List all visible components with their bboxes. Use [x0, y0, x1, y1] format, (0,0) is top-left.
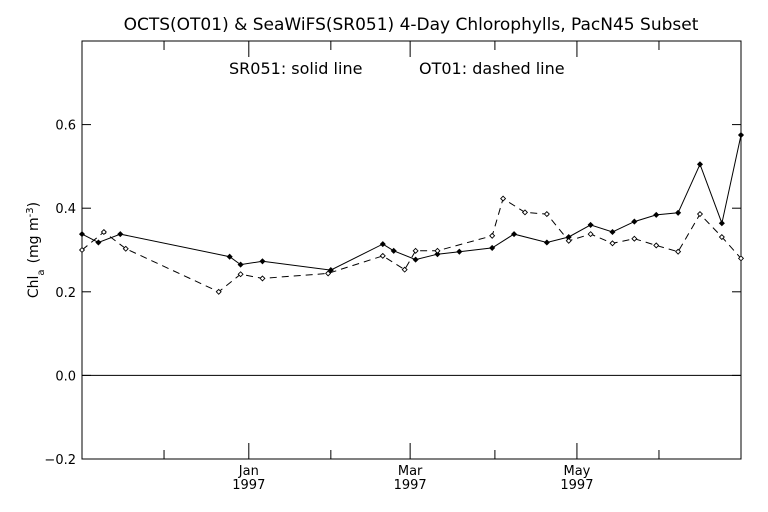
data-point-sr051: [117, 231, 124, 238]
data-point-ot01: [675, 248, 682, 255]
data-point-sr051: [718, 220, 725, 227]
data-point-sr051: [511, 231, 518, 238]
y-axis-label-exponent: -3: [25, 207, 36, 217]
data-point-sr051: [696, 161, 704, 168]
data-point-sr051: [489, 244, 496, 251]
y-tick-label: 0.4: [55, 202, 76, 217]
x-tick-label-month: Mar: [398, 464, 423, 479]
data-point-ot01: [78, 246, 86, 254]
data-point-sr051: [543, 239, 550, 246]
data-point-ot01: [259, 275, 266, 282]
data-point-ot01: [325, 270, 332, 277]
data-point-ot01: [237, 271, 244, 278]
legend-solid-label: SR051: solid line: [229, 59, 362, 78]
y-tick-label: 0.2: [55, 286, 76, 301]
legend-dashed-label: OT01: dashed line: [419, 59, 565, 78]
data-point-sr051: [434, 251, 441, 258]
data-point-ot01: [215, 288, 222, 295]
plot-frame: [81, 40, 742, 460]
x-tick-label-year: 1997: [560, 478, 593, 493]
data-point-sr051: [259, 258, 266, 265]
data-point-sr051: [737, 132, 745, 139]
data-point-ot01: [631, 235, 638, 242]
data-point-ot01: [543, 211, 550, 218]
x-tick-label-year: 1997: [394, 478, 427, 493]
y-tick-label: 0.0: [55, 369, 76, 384]
series-line-sr051: [81, 134, 742, 271]
series-sr051: [78, 132, 745, 274]
data-point-ot01: [122, 245, 129, 252]
data-point-sr051: [631, 218, 638, 225]
data-point-ot01: [412, 247, 419, 254]
data-point-ot01: [100, 228, 107, 236]
data-point-sr051: [675, 209, 682, 216]
data-point-sr051: [412, 256, 419, 263]
data-point-ot01: [401, 266, 408, 273]
data-point-sr051: [587, 221, 594, 228]
data-point-ot01: [500, 195, 507, 202]
y-axis-label: Chla (mg m-3): [25, 202, 47, 298]
series-line-ot01: [81, 197, 742, 293]
data-point-ot01: [609, 240, 616, 247]
series-group: [78, 132, 745, 295]
y-axis-label-units: (mg m: [26, 217, 42, 263]
x-tick-label-year: 1997: [232, 478, 265, 493]
data-point-ot01: [696, 211, 704, 218]
data-point-ot01: [434, 247, 441, 254]
data-point-sr051: [609, 228, 616, 236]
data-point-sr051: [379, 241, 386, 248]
data-point-ot01: [379, 252, 386, 259]
data-point-sr051: [95, 239, 102, 246]
y-axis-label-main: Chl: [26, 276, 42, 299]
series-ot01: [78, 195, 745, 295]
chart-title: OCTS(OT01) & SeaWiFS(SR051) 4-Day Chloro…: [124, 15, 699, 35]
y-tick-label: 0.6: [55, 119, 76, 134]
data-point-ot01: [489, 232, 496, 239]
data-point-ot01: [653, 242, 660, 249]
data-point-ot01: [521, 209, 529, 216]
data-point-sr051: [237, 261, 244, 268]
data-point-ot01: [737, 255, 745, 262]
data-point-ot01: [587, 231, 594, 238]
data-point-ot01: [718, 234, 725, 241]
data-point-sr051: [653, 211, 660, 218]
y-axis-label-subscript: a: [36, 269, 47, 275]
data-point-sr051: [226, 253, 233, 260]
y-axis-label-close: ): [26, 202, 42, 207]
data-point-ot01: [565, 237, 572, 244]
data-point-sr051: [390, 247, 397, 254]
x-tick-label-month: Jan: [238, 464, 259, 479]
y-tick-label: −0.2: [44, 453, 76, 468]
data-point-sr051: [78, 231, 86, 238]
x-tick-label-month: May: [563, 464, 590, 479]
data-point-sr051: [456, 248, 463, 255]
